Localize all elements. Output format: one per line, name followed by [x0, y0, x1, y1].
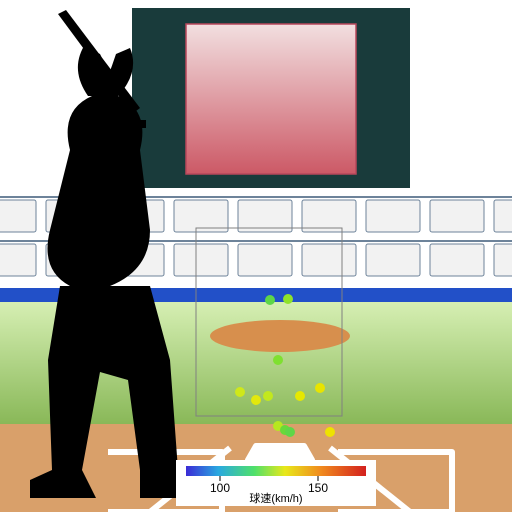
scoreboard-screen: [186, 24, 356, 174]
svg-text:150: 150: [308, 481, 328, 495]
chart-svg: 100 150 球速(km/h): [0, 0, 512, 512]
pitch-location-chart: 100 150 球速(km/h): [0, 0, 512, 512]
legend-colorbar: [186, 466, 366, 476]
pitchers-mound: [210, 320, 350, 352]
svg-text:100: 100: [210, 481, 230, 495]
legend-label: 球速(km/h): [249, 491, 302, 505]
